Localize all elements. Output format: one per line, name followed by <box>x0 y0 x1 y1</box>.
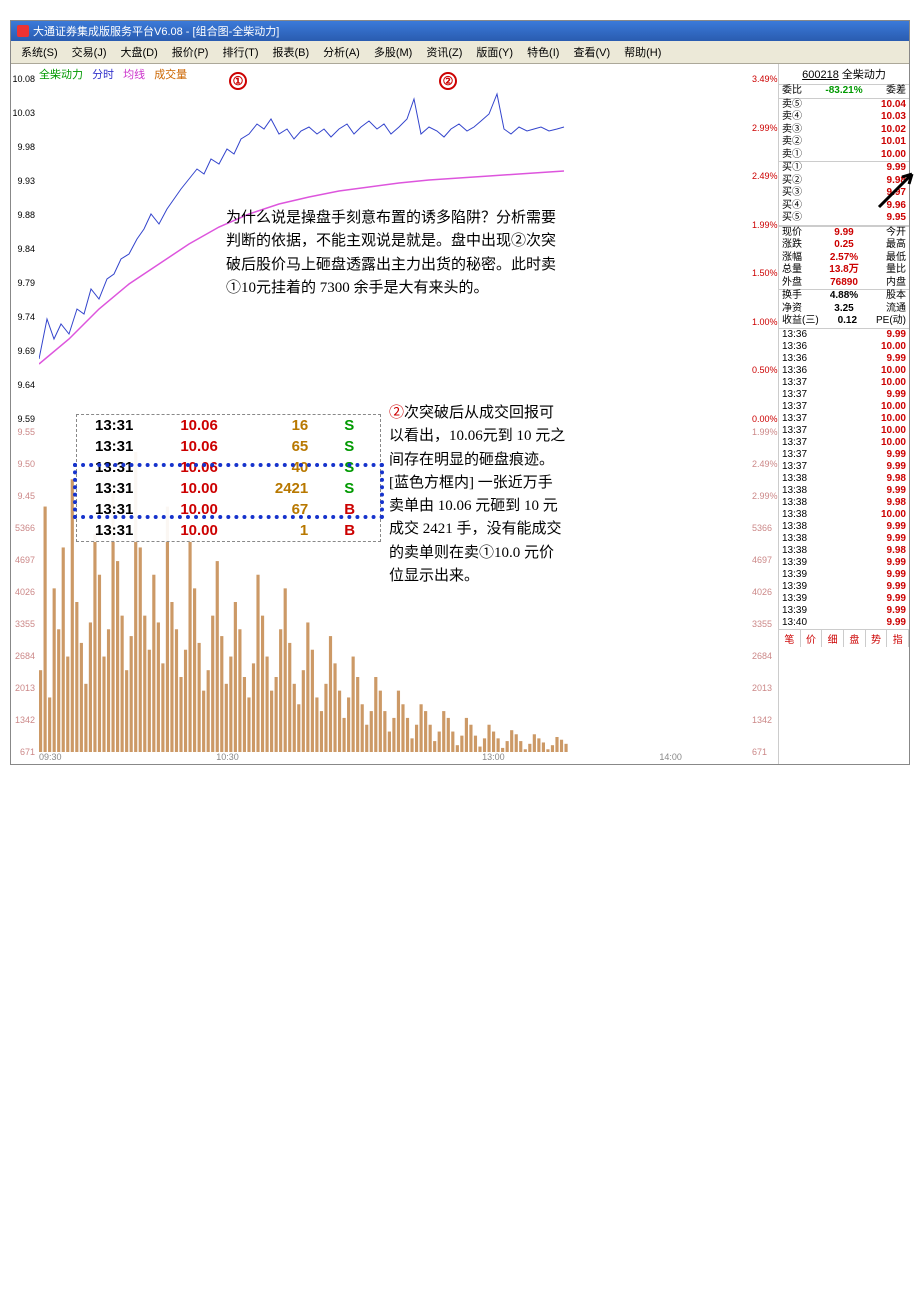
tick-row: 13:399.99 <box>779 605 909 617</box>
sidebar-tab[interactable]: 笔 <box>779 630 801 647</box>
price-chart <box>39 79 569 419</box>
bid-row: 买⑤9.95 <box>779 212 909 225</box>
chart-area: 全柴动力 分时 均线 成交量 ① ② 10.0810.039.989.939.8… <box>11 64 779 764</box>
menu-item[interactable]: 系统(S) <box>15 43 64 61</box>
app-window: 大通证券集成版服务平台V6.08 - [组合图-全柴动力] 系统(S)交易(J)… <box>10 20 910 765</box>
info-row: 涨幅2.57%最低 <box>779 252 909 265</box>
bid-row: 买④9.96 <box>779 200 909 213</box>
ask-row: 卖②10.01 <box>779 136 909 149</box>
tick-row: 13:389.99 <box>779 485 909 497</box>
sidebar-tab[interactable]: 指 <box>887 630 909 647</box>
price-y-axis-right: 3.49%2.99%2.49%1.99%1.50%1.00%0.50%0.00% <box>750 79 778 419</box>
tick-row: 13:369.99 <box>779 329 909 341</box>
menu-item[interactable]: 排行(T) <box>216 43 264 61</box>
tick-row: 13:3610.00 <box>779 341 909 353</box>
tick-row: 13:389.99 <box>779 533 909 545</box>
tick-row: 13:379.99 <box>779 449 909 461</box>
trade-row: 13:3110.0616S <box>77 415 380 436</box>
tick-row: 13:369.99 <box>779 353 909 365</box>
stock-title: 600218 全柴动力 <box>779 64 909 85</box>
bid-row: 买③9.97 <box>779 187 909 200</box>
tick-row: 13:379.99 <box>779 389 909 401</box>
trade-detail-overlay: 13:3110.0616S13:3110.0665S13:3110.0640S1… <box>76 414 381 542</box>
time-axis: 09:3010:3013:0014:00 <box>39 752 748 764</box>
ask-row: 卖④10.03 <box>779 111 909 124</box>
tick-row: 13:3710.00 <box>779 425 909 437</box>
menu-item[interactable]: 报价(P) <box>166 43 215 61</box>
trade-row: 13:3110.0640S <box>77 457 380 478</box>
sidebar-tab[interactable]: 盘 <box>844 630 866 647</box>
menu-item[interactable]: 查看(V) <box>567 43 616 61</box>
trade-row: 13:3110.0665S <box>77 436 380 457</box>
info-row: 外盘76890内盘 <box>779 277 909 290</box>
tick-row: 13:399.99 <box>779 557 909 569</box>
volume-y-axis-right: 1.99%2.49%2.99%5366469740263355268420131… <box>750 432 778 752</box>
app-icon <box>17 25 29 37</box>
tick-row: 13:3710.00 <box>779 413 909 425</box>
menubar: 系统(S)交易(J)大盘(D)报价(P)排行(T)报表(B)分析(A)多股(M)… <box>11 41 909 64</box>
tick-row: 13:3710.00 <box>779 437 909 449</box>
menu-item[interactable]: 分析(A) <box>317 43 366 61</box>
menu-item[interactable]: 特色(I) <box>521 43 565 61</box>
weibi-row: 委比 -83.21% 委差 <box>779 85 909 99</box>
tick-row: 13:3710.00 <box>779 401 909 413</box>
tick-row: 13:399.99 <box>779 593 909 605</box>
trade-row: 13:3110.0067B <box>77 499 380 520</box>
tick-row: 13:409.99 <box>779 617 909 629</box>
bid-row: 买①9.99 <box>779 162 909 175</box>
sidebar-tab[interactable]: 细 <box>822 630 844 647</box>
info-row: 现价9.99今开 <box>779 227 909 240</box>
price-y-axis-left: 10.0810.039.989.939.889.849.799.749.699.… <box>11 79 37 419</box>
menu-item[interactable]: 报表(B) <box>267 43 316 61</box>
info-row: 净资3.25流通 <box>779 303 909 316</box>
tick-row: 13:399.99 <box>779 569 909 581</box>
sidebar-tabs: 笔价细盘势指 <box>779 629 909 647</box>
trade-row: 13:3110.001B <box>77 520 380 541</box>
window-title: 大通证券集成版服务平台V6.08 - [组合图-全柴动力] <box>33 23 279 39</box>
info-row: 涨跌0.25最高 <box>779 239 909 252</box>
menu-item[interactable]: 版面(Y) <box>470 43 519 61</box>
ask-row: 卖③10.02 <box>779 124 909 137</box>
info-row: 换手4.88%股本 <box>779 290 909 303</box>
tick-row: 13:399.99 <box>779 581 909 593</box>
info-row: 收益(三)0.12PE(动) <box>779 315 909 328</box>
tick-row: 13:3610.00 <box>779 365 909 377</box>
tick-row: 13:389.98 <box>779 545 909 557</box>
ask-row: 卖⑤10.04 <box>779 99 909 112</box>
trade-row: 13:3110.002421S <box>77 478 380 499</box>
tick-row: 13:379.99 <box>779 461 909 473</box>
menu-item[interactable]: 资讯(Z) <box>420 43 468 61</box>
sidebar-tab[interactable]: 势 <box>866 630 888 647</box>
bid-row: 买②9.98 <box>779 175 909 188</box>
tick-row: 13:389.98 <box>779 473 909 485</box>
sidebar-tab[interactable]: 价 <box>801 630 823 647</box>
tick-row: 13:3810.00 <box>779 509 909 521</box>
tick-row: 13:389.98 <box>779 497 909 509</box>
menu-item[interactable]: 交易(J) <box>66 43 113 61</box>
tick-row: 13:3710.00 <box>779 377 909 389</box>
titlebar: 大通证券集成版服务平台V6.08 - [组合图-全柴动力] <box>11 21 909 41</box>
info-row: 总量13.8万量比 <box>779 264 909 277</box>
volume-y-axis-left: 9.559.509.455366469740263355268420131342… <box>11 432 37 752</box>
ask-row: 卖①10.00 <box>779 149 909 162</box>
menu-item[interactable]: 大盘(D) <box>115 43 164 61</box>
tick-list: 13:369.9913:3610.0013:369.9913:3610.0013… <box>779 329 909 629</box>
tick-row: 13:389.99 <box>779 521 909 533</box>
menu-item[interactable]: 帮助(H) <box>618 43 667 61</box>
quote-sidebar: 600218 全柴动力 委比 -83.21% 委差 卖⑤10.04卖④10.03… <box>779 64 909 764</box>
menu-item[interactable]: 多股(M) <box>368 43 419 61</box>
